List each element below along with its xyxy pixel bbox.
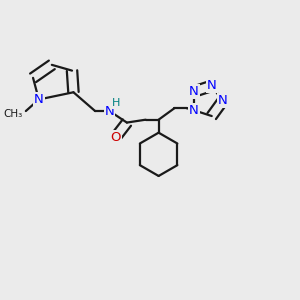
Text: O: O	[110, 131, 121, 144]
Text: N: N	[218, 94, 228, 107]
Text: H: H	[112, 98, 120, 108]
Text: N: N	[189, 85, 199, 98]
Text: N: N	[34, 93, 44, 106]
Text: N: N	[105, 104, 114, 118]
Text: CH₃: CH₃	[3, 109, 22, 119]
Text: N: N	[189, 104, 199, 117]
Text: N: N	[207, 79, 217, 92]
